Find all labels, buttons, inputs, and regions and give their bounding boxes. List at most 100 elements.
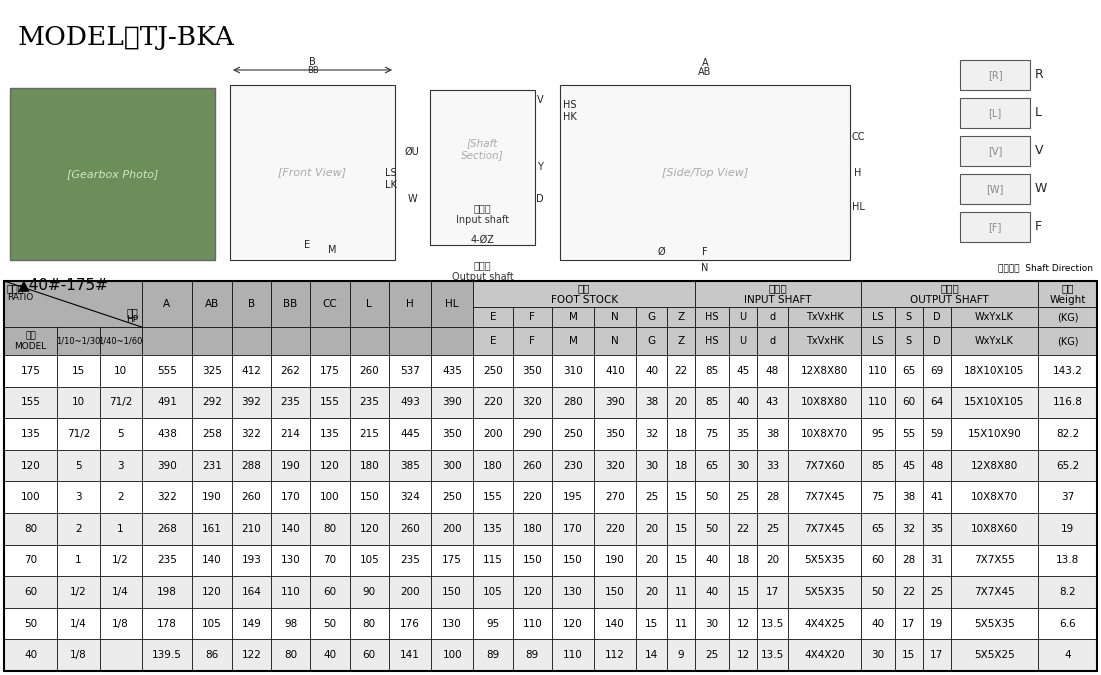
Bar	[350, 608, 389, 639]
Text: 176: 176	[400, 618, 419, 628]
Text: CC: CC	[323, 299, 337, 309]
Text: 10X8X80: 10X8X80	[800, 398, 848, 408]
Text: 258: 258	[201, 429, 222, 439]
Bar	[923, 387, 951, 418]
Bar	[231, 639, 271, 671]
Bar	[895, 576, 923, 608]
Bar	[636, 576, 667, 608]
Bar	[231, 281, 271, 327]
Bar	[552, 355, 595, 387]
Bar	[695, 387, 729, 418]
Bar	[1038, 639, 1097, 671]
Text: 175: 175	[21, 366, 41, 376]
Bar	[667, 418, 695, 450]
Text: BB: BB	[283, 299, 297, 309]
Text: HS: HS	[564, 100, 577, 110]
Text: 135: 135	[483, 524, 503, 534]
Text: 292: 292	[201, 398, 222, 408]
Bar	[1038, 355, 1097, 387]
Text: Z: Z	[677, 336, 685, 346]
Bar	[513, 418, 552, 450]
Bar	[4, 608, 57, 639]
Text: F: F	[530, 336, 535, 346]
Text: 7X7X60: 7X7X60	[804, 460, 844, 470]
Text: 32: 32	[645, 429, 658, 439]
Text: 3: 3	[75, 492, 81, 502]
Text: 322: 322	[157, 492, 177, 502]
Text: 392: 392	[241, 398, 261, 408]
Bar	[193, 576, 231, 608]
Bar	[960, 212, 1031, 242]
Bar	[99, 545, 142, 576]
Bar	[271, 387, 310, 418]
Text: 50: 50	[871, 587, 884, 597]
Bar	[560, 85, 850, 260]
Text: 1: 1	[118, 524, 124, 534]
Bar	[4, 281, 142, 327]
Bar	[552, 639, 595, 671]
Bar	[729, 355, 757, 387]
Bar	[757, 639, 788, 671]
Text: 入力軸
INPUT SHAFT: 入力軸 INPUT SHAFT	[744, 284, 811, 305]
Text: Y: Y	[537, 163, 543, 173]
Text: 80: 80	[362, 618, 375, 628]
Text: 262: 262	[281, 366, 301, 376]
Bar	[513, 481, 552, 513]
Bar	[729, 327, 757, 355]
Bar	[310, 513, 350, 545]
Text: 15: 15	[737, 587, 750, 597]
Bar	[788, 639, 861, 671]
Text: 143.2: 143.2	[1053, 366, 1082, 376]
Text: HL: HL	[851, 202, 864, 213]
Text: 82.2: 82.2	[1056, 429, 1079, 439]
Text: 71/2: 71/2	[109, 398, 132, 408]
Text: 5: 5	[75, 460, 81, 470]
Bar	[231, 545, 271, 576]
Bar	[350, 513, 389, 545]
Text: 170: 170	[563, 524, 582, 534]
Text: 32: 32	[902, 524, 915, 534]
Bar	[513, 327, 552, 355]
Text: 120: 120	[320, 460, 340, 470]
Text: 15: 15	[675, 524, 688, 534]
Bar	[310, 545, 350, 576]
Bar	[271, 608, 310, 639]
Text: 410: 410	[606, 366, 625, 376]
Bar	[193, 513, 231, 545]
Text: 2: 2	[75, 524, 81, 534]
Text: 324: 324	[400, 492, 419, 502]
Text: 13.8: 13.8	[1056, 556, 1079, 566]
Bar	[636, 355, 667, 387]
Bar	[695, 327, 729, 355]
Text: 300: 300	[443, 460, 462, 470]
Bar	[99, 481, 142, 513]
Text: RATIO: RATIO	[7, 293, 33, 302]
Text: 195: 195	[563, 492, 582, 502]
Text: 116.8: 116.8	[1053, 398, 1082, 408]
Text: 41: 41	[930, 492, 944, 502]
Bar	[142, 450, 193, 481]
Text: 5X5X35: 5X5X35	[804, 556, 844, 566]
Text: 19: 19	[930, 618, 944, 628]
Text: 140: 140	[606, 618, 625, 628]
Text: 55: 55	[902, 429, 915, 439]
Text: 210: 210	[241, 524, 261, 534]
Text: 4-ØZ: 4-ØZ	[470, 235, 494, 245]
Bar	[473, 418, 513, 450]
Bar	[757, 450, 788, 481]
Bar	[895, 307, 923, 327]
Bar	[636, 387, 667, 418]
Bar	[432, 513, 473, 545]
Bar	[861, 608, 895, 639]
Text: 180: 180	[483, 460, 503, 470]
Bar	[57, 387, 99, 418]
Text: 30: 30	[871, 650, 884, 660]
Bar	[513, 355, 552, 387]
Bar	[1038, 513, 1097, 545]
Text: 120: 120	[522, 587, 542, 597]
Bar	[231, 387, 271, 418]
Bar	[1038, 387, 1097, 418]
Text: 100: 100	[443, 650, 462, 660]
Text: H: H	[406, 299, 414, 309]
Text: 18: 18	[737, 556, 750, 566]
